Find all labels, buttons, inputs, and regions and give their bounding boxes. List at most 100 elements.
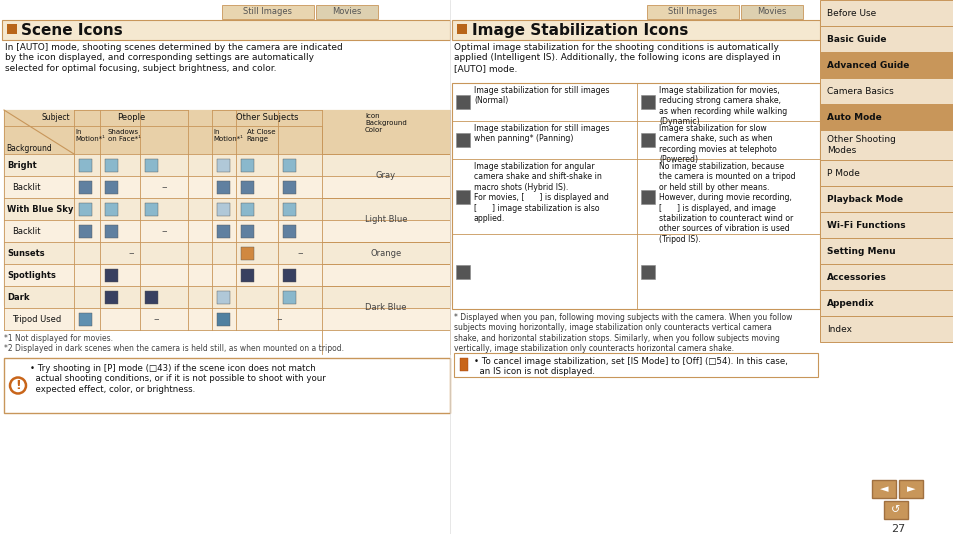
- Bar: [820, 238, 953, 264]
- Text: Accessories: Accessories: [826, 272, 886, 281]
- Text: • To cancel image stabilization, set [IS Mode] to [Off] (□54). In this case,
  a: • To cancel image stabilization, set [IS…: [474, 357, 787, 376]
- Bar: [241, 269, 254, 281]
- Text: Advanced Guide: Advanced Guide: [826, 60, 908, 69]
- Bar: [217, 312, 231, 326]
- Bar: [106, 202, 118, 216]
- Text: ►: ►: [905, 484, 914, 494]
- Bar: [283, 224, 296, 238]
- Text: Basic Guide: Basic Guide: [826, 35, 885, 43]
- Text: Scene Icons: Scene Icons: [21, 23, 123, 38]
- Text: Image stabilization for still images
(Normal): Image stabilization for still images (No…: [474, 86, 609, 105]
- Text: Movies: Movies: [757, 7, 786, 16]
- Text: Image stabilization for still images
when panning* (Panning): Image stabilization for still images whe…: [474, 124, 609, 144]
- Text: Subject: Subject: [41, 113, 70, 122]
- Bar: [79, 180, 92, 193]
- Bar: [883, 501, 907, 519]
- Text: Still Images: Still Images: [243, 7, 293, 16]
- Bar: [217, 159, 231, 171]
- Bar: [456, 190, 470, 203]
- Text: Bright: Bright: [7, 161, 37, 169]
- Bar: [283, 290, 296, 303]
- Text: Setting Menu: Setting Menu: [826, 247, 895, 255]
- Bar: [241, 224, 254, 238]
- Text: No image stabilization, because
the camera is mounted on a tripod
or held still : No image stabilization, because the came…: [659, 162, 795, 244]
- Text: Icon
Background
Color: Icon Background Color: [365, 113, 406, 133]
- Bar: [217, 202, 231, 216]
- Bar: [456, 264, 470, 279]
- Bar: [820, 130, 953, 160]
- Text: Still Images: Still Images: [668, 7, 717, 16]
- Text: Sunsets: Sunsets: [7, 248, 45, 257]
- Bar: [241, 202, 254, 216]
- Bar: [106, 180, 118, 193]
- Text: –: –: [161, 226, 167, 236]
- Text: Camera Basics: Camera Basics: [826, 87, 893, 96]
- Bar: [241, 180, 254, 193]
- Bar: [820, 78, 953, 104]
- Text: In
Motion*¹: In Motion*¹: [213, 129, 243, 142]
- Bar: [222, 5, 314, 19]
- Bar: [4, 198, 450, 220]
- Text: Movies: Movies: [332, 7, 361, 16]
- Bar: [740, 5, 802, 19]
- Bar: [241, 247, 254, 260]
- Bar: [459, 358, 468, 371]
- Bar: [820, 26, 953, 52]
- Bar: [640, 95, 655, 109]
- Text: Image stabilization for slow
camera shake, such as when
recording movies at tele: Image stabilization for slow camera shak…: [659, 124, 776, 164]
- Bar: [456, 133, 470, 147]
- Bar: [79, 159, 92, 171]
- Bar: [4, 286, 450, 308]
- Bar: [315, 5, 377, 19]
- Text: Before Use: Before Use: [826, 9, 876, 18]
- Bar: [4, 154, 450, 176]
- Bar: [146, 202, 158, 216]
- Bar: [146, 159, 158, 171]
- Bar: [452, 20, 820, 40]
- Bar: [4, 220, 450, 242]
- Text: P Mode: P Mode: [826, 169, 859, 177]
- Text: Optimal image stabilization for the shooting conditions is automatically
applied: Optimal image stabilization for the shoo…: [454, 43, 780, 73]
- Bar: [456, 24, 467, 34]
- Bar: [456, 95, 470, 109]
- Bar: [106, 290, 118, 303]
- Text: In
Motion*¹: In Motion*¹: [75, 129, 105, 142]
- Bar: [283, 159, 296, 171]
- Bar: [4, 176, 450, 198]
- Text: Backlit: Backlit: [12, 183, 40, 192]
- Text: Index: Index: [826, 325, 851, 334]
- Bar: [106, 159, 118, 171]
- Bar: [217, 180, 231, 193]
- Text: Dark Blue: Dark Blue: [365, 303, 406, 312]
- Bar: [820, 160, 953, 186]
- Bar: [646, 5, 739, 19]
- Text: • Try shooting in [P] mode (□43) if the scene icon does not match
  actual shoot: • Try shooting in [P] mode (□43) if the …: [30, 364, 325, 394]
- Bar: [640, 264, 655, 279]
- Bar: [106, 224, 118, 238]
- Text: –: –: [297, 248, 302, 258]
- Bar: [283, 180, 296, 193]
- Text: ◄: ◄: [879, 484, 887, 494]
- Bar: [146, 290, 158, 303]
- Text: In [AUTO] mode, shooting scenes determined by the camera are indicated
by the ic: In [AUTO] mode, shooting scenes determin…: [5, 43, 342, 73]
- Bar: [820, 212, 953, 238]
- Text: *2 Displayed in dark scenes when the camera is held still, as when mounted on a : *2 Displayed in dark scenes when the cam…: [4, 344, 344, 353]
- Bar: [4, 358, 450, 413]
- Bar: [4, 110, 450, 305]
- Text: 27: 27: [890, 524, 904, 534]
- Bar: [2, 20, 450, 40]
- Text: Gray: Gray: [375, 171, 395, 180]
- Text: Wi-Fi Functions: Wi-Fi Functions: [826, 221, 904, 230]
- Text: Background: Background: [6, 144, 51, 153]
- Bar: [4, 242, 450, 264]
- Text: –: –: [153, 314, 158, 324]
- Bar: [820, 0, 953, 26]
- Text: Other Subjects: Other Subjects: [235, 113, 298, 122]
- Bar: [640, 190, 655, 203]
- Text: With Blue Sky: With Blue Sky: [7, 205, 73, 214]
- Bar: [217, 290, 231, 303]
- Text: ↺: ↺: [890, 505, 900, 515]
- Text: !: !: [15, 379, 21, 392]
- Bar: [241, 159, 254, 171]
- Bar: [7, 24, 17, 34]
